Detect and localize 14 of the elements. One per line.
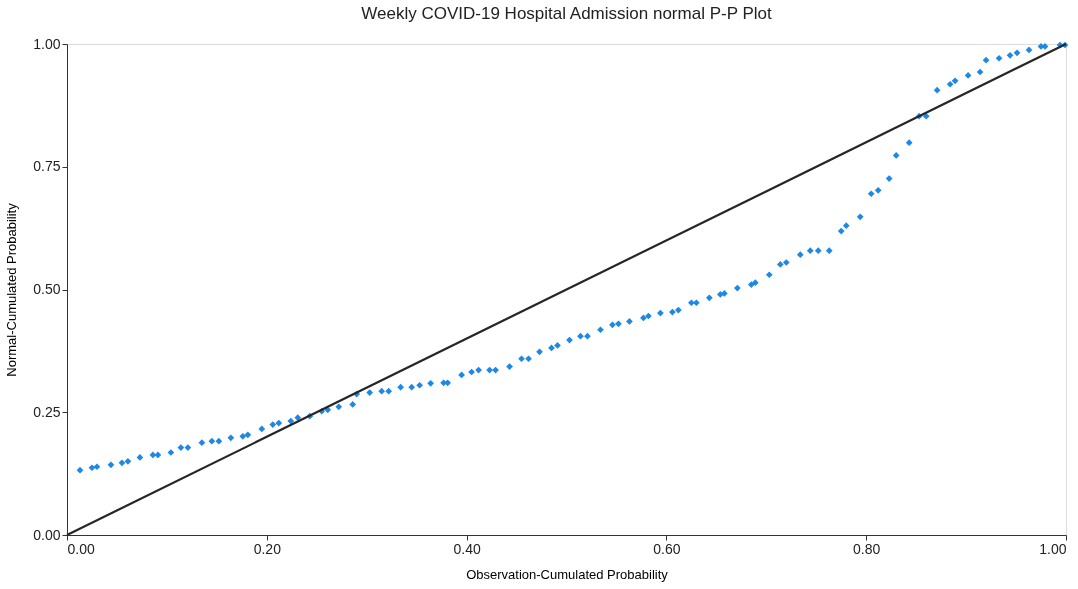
x-tick-label: 0.20	[253, 540, 282, 557]
x-tick-label: 0.80	[853, 540, 881, 557]
x-tick-label: 0.00	[67, 540, 95, 557]
y-tick-label: 0.75	[33, 158, 61, 175]
x-axis-title: Observation-Cumulated Probability	[466, 566, 669, 582]
y-tick-label: 1.00	[33, 35, 61, 52]
y-axis-title: Normal-Cumulated Probability	[4, 202, 20, 377]
y-tick-label: 0.50	[33, 281, 61, 297]
chart-title: Weekly COVID-19 Hospital Admission normal P-P Plot	[361, 4, 772, 23]
y-tick-label: 0.00	[33, 526, 61, 543]
x-tick-label: 1.00	[1039, 540, 1067, 557]
y-tick-label: 0.25	[33, 403, 61, 420]
x-tick-label: 0.40	[453, 540, 481, 557]
x-tick-label: 0.60	[653, 540, 681, 557]
